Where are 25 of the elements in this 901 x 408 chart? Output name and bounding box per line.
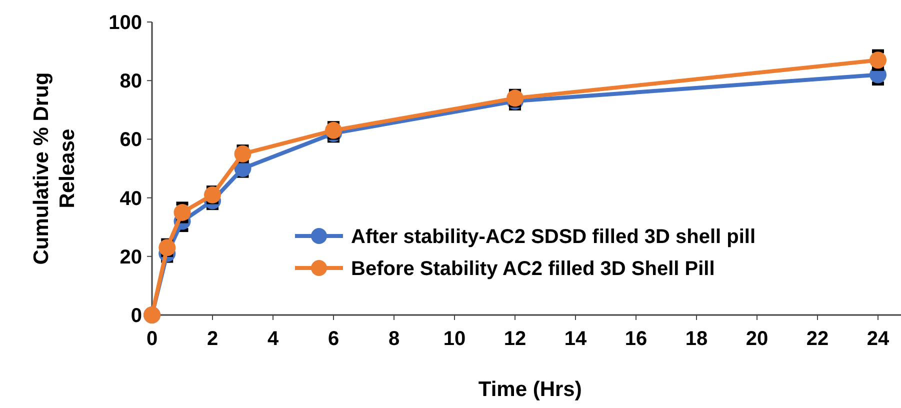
- x-tick-label: 12: [504, 328, 526, 350]
- x-tick-label: 2: [206, 328, 218, 350]
- x-axis-title: Time (Hrs): [478, 378, 582, 401]
- x-tick-label: 16: [624, 328, 648, 350]
- y-axis-title: Cumulative % Drug Release: [30, 72, 79, 265]
- x-tick-label: 0: [146, 328, 158, 350]
- y-tick-label: 0: [130, 305, 142, 327]
- legend-label: Before Stability AC2 filled 3D Shell Pill: [351, 258, 715, 280]
- x-tick-label: 22: [806, 328, 829, 350]
- x-tick-label: 6: [328, 328, 340, 350]
- y-tick-label: 80: [120, 70, 142, 93]
- y-tick-label: 60: [120, 129, 142, 152]
- x-tick-label: 10: [443, 328, 466, 350]
- point: [870, 52, 886, 69]
- y-tick-label: 100: [108, 12, 142, 34]
- x-tick-label: 18: [685, 328, 708, 350]
- x-tick-label: 20: [746, 328, 768, 350]
- x-tick-label: 8: [388, 328, 400, 350]
- point: [174, 204, 191, 221]
- x-tick-label: 24: [866, 328, 890, 350]
- x-tick-label: 14: [564, 328, 588, 350]
- y-tick-label: 20: [120, 246, 142, 268]
- legend-label: After stability-AC2 SDSD filled 3D shell pill: [351, 226, 756, 248]
- y-tick-label: 40: [120, 188, 142, 210]
- x-tick-label: 4: [267, 328, 280, 350]
